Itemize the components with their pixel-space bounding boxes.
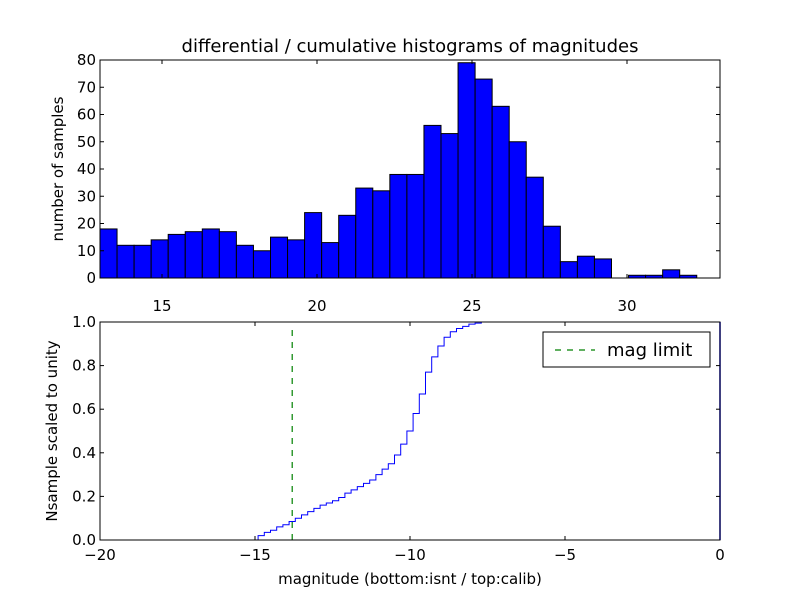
histogram-bar	[662, 269, 681, 279]
histogram-bar	[304, 212, 323, 279]
histogram-bar	[525, 176, 544, 279]
cumulative-x-tick-label: −20	[84, 546, 116, 564]
histogram-bar	[235, 244, 254, 279]
cumulative-step-line	[100, 321, 513, 541]
histogram-bars	[99, 62, 698, 279]
histogram-y-tick-label: 70	[77, 78, 96, 96]
histogram-y-tick-label: 30	[77, 187, 96, 205]
histogram-bar	[116, 244, 135, 279]
histogram-x-tick-label: 30	[617, 297, 636, 315]
legend-box	[542, 331, 711, 368]
histogram-bar	[542, 225, 561, 279]
histogram-x-tick-label: 15	[152, 297, 171, 315]
histogram-bar	[593, 258, 613, 279]
histogram-y-tick-label: 60	[77, 106, 96, 124]
cumulative-y-axis-label: Nsample scaled to unity	[43, 340, 61, 521]
histogram-bar	[338, 214, 357, 279]
histogram-bar	[457, 62, 476, 279]
histogram-bar	[167, 233, 186, 279]
histogram-y-tick-label: 10	[77, 242, 96, 260]
legend: mag limit	[542, 331, 711, 368]
histogram-bar	[184, 231, 203, 279]
cumulative-x-tick-label: −15	[239, 546, 271, 564]
histogram-bar	[423, 124, 442, 279]
cumulative-y-tick-label: 0.8	[72, 357, 96, 375]
histogram-bar	[150, 239, 169, 279]
histogram-bar	[372, 190, 391, 279]
histogram-bar	[287, 239, 306, 279]
cumulative-y-tick-label: 0.4	[72, 444, 96, 462]
histogram-bar	[99, 228, 118, 279]
histogram-bar	[218, 231, 237, 279]
cumulative-y-tick-label: 0.6	[72, 400, 96, 418]
histogram-bar	[576, 255, 595, 279]
histogram-bar	[389, 173, 408, 279]
histogram-bar	[355, 187, 374, 279]
cumulative-x-tick-label: −5	[554, 546, 576, 564]
histogram-bar	[508, 141, 527, 279]
histogram-y-tick-label: 40	[77, 160, 96, 178]
histogram-bar	[133, 244, 152, 279]
cumulative-x-axis-label: magnitude (bottom:isnt / top:calib)	[278, 570, 542, 588]
histogram-bar	[252, 250, 271, 279]
cumulative-y-tick-label: 0.2	[72, 487, 96, 505]
cumulative-y-tick-label: 1.0	[72, 313, 96, 331]
cumulative-x-tick-label: 0	[715, 546, 725, 564]
histogram-ticks: 0 10 20 30 40 50 60 70 80 15 20 25 30	[77, 51, 720, 315]
histogram-bar	[270, 236, 289, 279]
cumulative-ticks: 0.0 0.2 0.4 0.6 0.8 1.0 −20 −15 −10 −5 0	[72, 313, 725, 564]
legend-label-mag-limit: mag limit	[607, 340, 692, 361]
histogram-x-tick-label: 20	[307, 297, 326, 315]
histogram-y-axis-label: number of samples	[49, 96, 67, 241]
histogram-bar	[491, 105, 510, 279]
histogram-bar	[474, 78, 493, 279]
histogram-bar	[440, 133, 459, 279]
histogram-x-tick-label: 25	[462, 297, 481, 315]
cumulative-plot: 0.0 0.2 0.4 0.6 0.8 1.0 −20 −15 −10 −5 0 Nsample s…	[43, 313, 725, 588]
cumulative-x-tick-label: −10	[394, 546, 426, 564]
cumulative-y-tick-label: 0.0	[72, 531, 96, 549]
histogram-bar	[201, 228, 220, 279]
histogram-y-tick-label: 20	[77, 215, 96, 233]
histogram-y-tick-label: 80	[77, 51, 96, 69]
histogram-bar	[321, 242, 340, 279]
histogram-bar	[406, 173, 425, 279]
histogram-plot: differential / cumulative histograms of …	[49, 36, 721, 315]
histogram-bar	[559, 261, 578, 279]
histogram-y-tick-label: 50	[77, 133, 96, 151]
histogram-y-tick-label: 0	[86, 269, 96, 287]
chart-title: differential / cumulative histograms of …	[182, 36, 639, 57]
